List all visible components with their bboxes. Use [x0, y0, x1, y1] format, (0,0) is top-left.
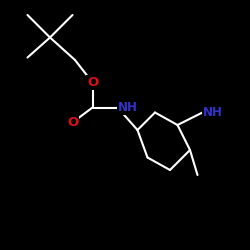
Text: NH: NH	[118, 101, 138, 114]
Text: O: O	[67, 116, 78, 129]
Text: O: O	[87, 76, 98, 89]
Text: NH: NH	[202, 106, 222, 119]
